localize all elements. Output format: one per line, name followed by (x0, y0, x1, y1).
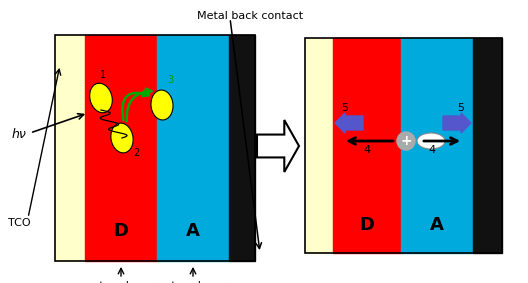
Text: p-type layer: p-type layer (89, 281, 153, 283)
Text: D: D (360, 216, 374, 234)
Text: 4: 4 (428, 145, 436, 155)
Text: A: A (186, 222, 200, 240)
Polygon shape (257, 120, 299, 172)
Bar (55, 35, 255, 261)
Text: hν: hν (12, 128, 27, 142)
FancyArrow shape (335, 113, 363, 133)
Ellipse shape (90, 83, 112, 113)
Text: 5: 5 (457, 103, 465, 113)
Bar (305, 38, 502, 253)
Ellipse shape (397, 132, 415, 150)
Text: n-type layer: n-type layer (162, 281, 224, 283)
Ellipse shape (151, 90, 173, 120)
Bar (305, 38, 333, 253)
Text: D: D (114, 222, 128, 240)
Ellipse shape (417, 133, 445, 149)
Text: 1: 1 (100, 70, 106, 80)
Bar (157, 35, 229, 261)
Text: A: A (430, 216, 444, 234)
Text: 4: 4 (363, 145, 371, 155)
FancyArrow shape (443, 113, 471, 133)
Bar (333, 38, 401, 253)
Ellipse shape (111, 123, 133, 153)
Text: 5: 5 (342, 103, 348, 113)
Text: 2: 2 (133, 148, 139, 158)
Text: +: + (400, 134, 412, 148)
Bar (229, 35, 255, 261)
Bar (401, 38, 473, 253)
Text: 3: 3 (167, 75, 173, 85)
Bar (473, 38, 502, 253)
Bar (85, 35, 157, 261)
Bar (55, 35, 85, 261)
Text: Metal back contact: Metal back contact (197, 11, 303, 21)
Text: TCO: TCO (8, 218, 31, 228)
